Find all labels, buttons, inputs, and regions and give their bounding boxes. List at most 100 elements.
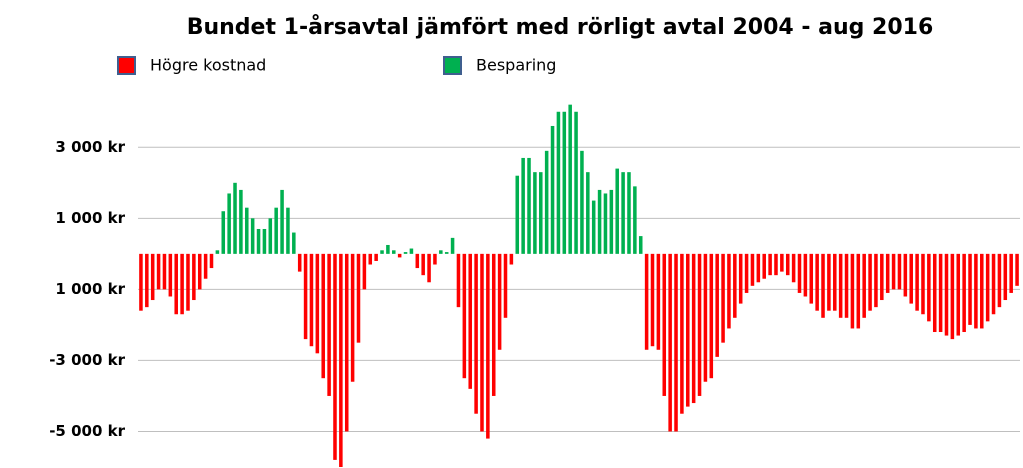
bar (609, 189, 614, 254)
bar (856, 253, 861, 329)
bar (991, 253, 996, 315)
bar (239, 189, 243, 254)
bar (421, 253, 425, 276)
bar (374, 253, 378, 261)
bar (921, 253, 925, 315)
bar (574, 111, 578, 254)
bar (292, 232, 296, 254)
bar (444, 252, 449, 254)
bar (227, 193, 231, 254)
bar (333, 253, 337, 460)
bar (803, 253, 808, 297)
bar (762, 253, 766, 279)
bar (550, 125, 555, 254)
bar (215, 250, 220, 254)
bar (768, 253, 772, 276)
bar (556, 111, 561, 254)
bar (380, 250, 384, 254)
bar (527, 157, 531, 254)
bar (450, 237, 455, 254)
bar (539, 172, 543, 254)
bar (362, 253, 367, 290)
bar (274, 207, 278, 254)
bar (468, 253, 472, 389)
bar (586, 172, 590, 254)
y-tick-label: 1 000 kr (55, 280, 125, 298)
bar (950, 253, 955, 340)
bar (821, 253, 825, 318)
bar (491, 253, 496, 396)
bar (750, 253, 755, 286)
bar (644, 253, 649, 350)
bar (168, 253, 173, 297)
bar (474, 253, 478, 414)
bar (403, 252, 408, 254)
bar (286, 207, 290, 254)
bar (180, 253, 184, 315)
legend-swatch (117, 56, 136, 75)
bar (562, 111, 567, 254)
bar (268, 218, 273, 254)
y-tick-label: 3 000 kr (55, 138, 125, 156)
bar (245, 207, 249, 254)
bar (903, 253, 908, 297)
bar (868, 253, 872, 311)
bar (186, 253, 190, 311)
bar (833, 253, 837, 311)
bar (785, 253, 790, 276)
y-tick-label: -5 000 kr (49, 422, 125, 440)
bar (633, 186, 637, 254)
bar (885, 253, 890, 293)
bar (733, 253, 737, 318)
bar (397, 253, 402, 258)
bar (262, 228, 267, 254)
legend-swatch (443, 56, 462, 75)
bar (497, 253, 502, 350)
bar (997, 253, 1002, 308)
bar (139, 253, 143, 311)
bar (462, 253, 467, 379)
bar (533, 172, 537, 254)
bar (668, 253, 672, 432)
bar (156, 253, 161, 290)
bar (774, 253, 778, 276)
bar (985, 253, 990, 322)
y-tick-label: -3 000 kr (49, 351, 125, 369)
bar (309, 253, 314, 347)
bar (880, 253, 884, 301)
bar (638, 236, 643, 254)
bar (962, 253, 966, 333)
bar (744, 253, 749, 293)
bar (350, 253, 355, 382)
bar (280, 189, 284, 254)
bar (1009, 253, 1013, 293)
bar (509, 253, 514, 265)
bar (703, 253, 708, 382)
bar (344, 253, 349, 432)
bar (874, 253, 878, 308)
bar (409, 248, 414, 254)
bar (174, 253, 178, 315)
bar (1015, 253, 1019, 286)
bar (780, 253, 784, 272)
bar (827, 253, 831, 311)
bar (456, 253, 461, 308)
bar (503, 253, 508, 318)
legend-label: Besparing (476, 56, 556, 75)
bar (850, 253, 855, 329)
bar (956, 253, 961, 336)
bar (791, 253, 796, 283)
bar (897, 253, 902, 290)
bar (1003, 253, 1008, 301)
bar (145, 253, 149, 308)
bar (756, 253, 761, 283)
bar (974, 253, 978, 329)
bar (627, 172, 631, 254)
bar (427, 253, 431, 283)
bar (544, 150, 549, 254)
bar (815, 253, 819, 311)
bar (221, 211, 226, 254)
bar (938, 253, 943, 333)
bar (256, 228, 261, 254)
bar (709, 253, 714, 379)
